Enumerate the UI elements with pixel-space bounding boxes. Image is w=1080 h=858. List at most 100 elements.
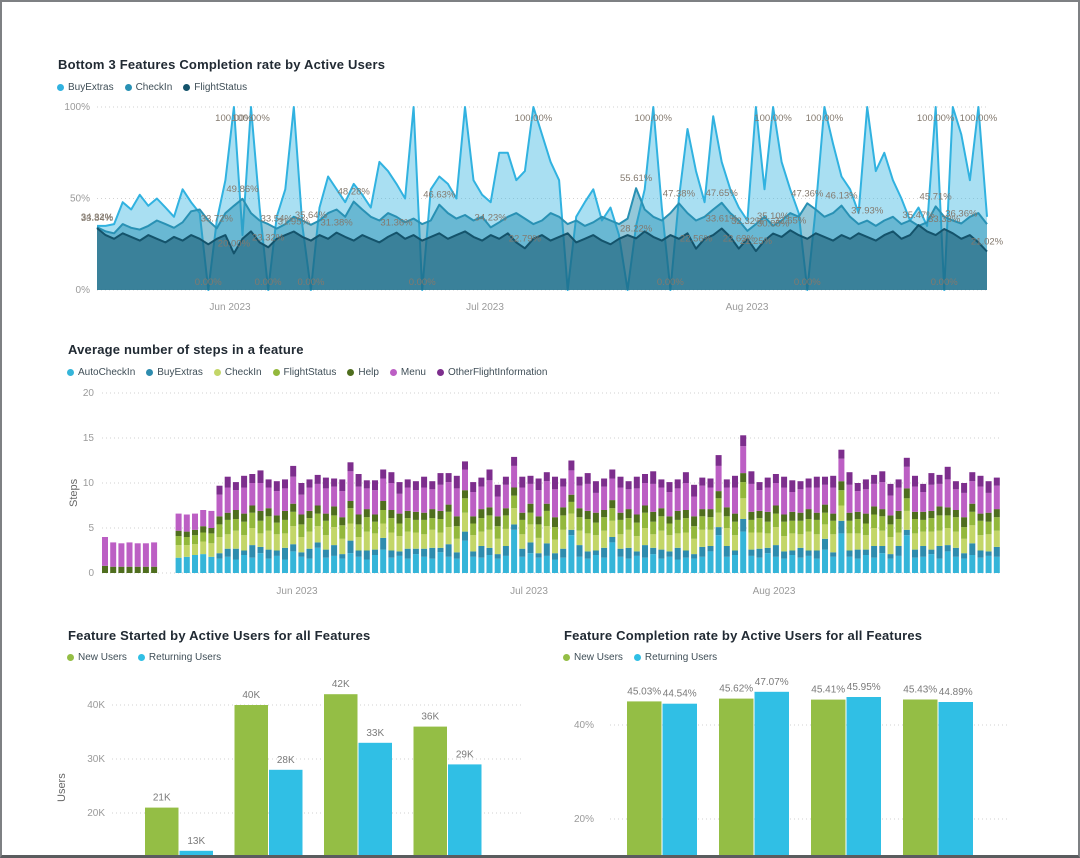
bar-segment-flightstatus[interactable]: [928, 518, 935, 532]
bar-segment-checkin[interactable]: [437, 532, 444, 548]
bar-segment-flightstatus[interactable]: [592, 522, 599, 536]
bar-segment-flightstatus[interactable]: [642, 512, 648, 528]
bar-segment-flightstatus[interactable]: [502, 515, 509, 529]
bar-segment-buyextras[interactable]: [232, 548, 239, 560]
bar-segment-menu[interactable]: [396, 493, 403, 514]
bar-segment-autocheckin[interactable]: [772, 556, 779, 573]
bar-segment-menu[interactable]: [887, 495, 894, 516]
bar-segment-help[interactable]: [347, 501, 354, 509]
bar-segment-autocheckin[interactable]: [936, 558, 943, 573]
bar-segment-flightstatus[interactable]: [421, 519, 428, 535]
bar-segment-checkin[interactable]: [830, 534, 837, 553]
bar-segment-checkin[interactable]: [380, 523, 387, 538]
bar-segment-menu[interactable]: [445, 482, 452, 505]
bar-segment-menu[interactable]: [789, 492, 796, 512]
bar-segment-menu[interactable]: [879, 482, 886, 510]
bar-segment-otherflightinformation[interactable]: [502, 476, 509, 485]
bar-segment-flightstatus[interactable]: [674, 519, 681, 534]
bar-segment-autocheckin[interactable]: [224, 556, 231, 573]
bar-segment-help[interactable]: [748, 511, 755, 520]
bar-segment-menu[interactable]: [985, 492, 992, 513]
bar-returning-users[interactable]: [358, 742, 393, 858]
bar-segment-otherflightinformation[interactable]: [519, 476, 526, 488]
bar-segment-otherflightinformation[interactable]: [592, 481, 599, 493]
bar-segment-buyextras[interactable]: [576, 545, 583, 557]
bar-segment-flightstatus[interactable]: [912, 519, 918, 534]
bar-segment-buyextras[interactable]: [527, 542, 534, 554]
bar-segment-flightstatus[interactable]: [453, 526, 460, 539]
bar-segment-otherflightinformation[interactable]: [707, 478, 714, 488]
bar-segment-autocheckin[interactable]: [494, 558, 501, 573]
bar-segment-otherflightinformation[interactable]: [290, 465, 297, 477]
bar-segment-flightstatus[interactable]: [388, 518, 395, 533]
bar-segment-autocheckin[interactable]: [813, 558, 820, 573]
legend-item-flightstatus[interactable]: FlightStatus: [272, 367, 336, 378]
bar-segment-autocheckin[interactable]: [903, 535, 910, 573]
area-line-buyextras[interactable]: [97, 106, 988, 291]
bar-segment-otherflightinformation[interactable]: [453, 475, 460, 489]
bar-segment-otherflightinformation[interactable]: [813, 476, 820, 488]
bar-segment-checkin[interactable]: [257, 533, 264, 547]
bar-segment-help[interactable]: [331, 506, 338, 516]
bar-segment-menu[interactable]: [707, 487, 714, 510]
bar-segment-help[interactable]: [126, 566, 133, 573]
bar-segment-flightstatus[interactable]: [682, 518, 689, 533]
bar-segment-flightstatus[interactable]: [985, 521, 992, 535]
bar-segment-buyextras[interactable]: [879, 546, 886, 554]
bar-segment-flightstatus[interactable]: [437, 519, 444, 533]
bar-segment-autocheckin[interactable]: [478, 557, 485, 573]
bar-segment-otherflightinformation[interactable]: [928, 473, 935, 485]
bar-segment-checkin[interactable]: [936, 530, 943, 546]
bar-segment-flightstatus[interactable]: [241, 521, 248, 536]
bar-segment-menu[interactable]: [903, 466, 910, 489]
bar-segment-otherflightinformation[interactable]: [952, 481, 959, 490]
bar-segment-help[interactable]: [175, 530, 182, 537]
bar-segment-otherflightinformation[interactable]: [944, 466, 951, 480]
bar-segment-help[interactable]: [936, 506, 943, 516]
bar-segment-help[interactable]: [838, 481, 845, 491]
bar-segment-autocheckin[interactable]: [633, 555, 640, 573]
bar-segment-buyextras[interactable]: [666, 551, 673, 557]
bar-segment-help[interactable]: [142, 566, 149, 573]
bar-segment-menu[interactable]: [224, 487, 231, 513]
bar-segment-buyextras[interactable]: [617, 548, 624, 557]
bar-segment-menu[interactable]: [977, 486, 984, 514]
bar-segment-autocheckin[interactable]: [609, 542, 616, 573]
bar-segment-menu[interactable]: [822, 484, 828, 505]
bar-segment-buyextras[interactable]: [224, 548, 231, 557]
bar-segment-flightstatus[interactable]: [265, 516, 272, 531]
bar-segment-help[interactable]: [666, 516, 673, 524]
bar-segment-flightstatus[interactable]: [822, 512, 828, 525]
bar-segment-help[interactable]: [854, 511, 861, 519]
legend-item-buyextras[interactable]: BuyExtras: [57, 82, 114, 93]
bar-segment-buyextras[interactable]: [936, 546, 943, 559]
bar-segment-help[interactable]: [797, 512, 804, 521]
bar-segment-otherflightinformation[interactable]: [380, 469, 387, 479]
bar-segment-buyextras[interactable]: [273, 550, 280, 556]
bar-segment-help[interactable]: [952, 510, 959, 518]
bar-segment-autocheckin[interactable]: [592, 555, 599, 573]
bar-segment-autocheckin[interactable]: [527, 553, 534, 573]
bar-segment-menu[interactable]: [388, 483, 395, 510]
bar-segment-help[interactable]: [380, 501, 387, 510]
bar-segment-menu[interactable]: [993, 485, 1000, 510]
bar-segment-checkin[interactable]: [560, 529, 567, 549]
bar-segment-otherflightinformation[interactable]: [912, 475, 918, 487]
bar-segment-help[interactable]: [584, 510, 591, 519]
bar-segment-otherflightinformation[interactable]: [421, 476, 428, 488]
bar-segment-help[interactable]: [805, 509, 812, 519]
bar-segment-buyextras[interactable]: [437, 547, 444, 553]
bar-segment-flightstatus[interactable]: [175, 536, 182, 546]
bar-segment-autocheckin[interactable]: [756, 557, 763, 573]
bar-segment-menu[interactable]: [650, 483, 657, 512]
bar-segment-menu[interactable]: [543, 481, 550, 504]
bar-segment-otherflightinformation[interactable]: [232, 482, 239, 491]
bar-segment-menu[interactable]: [952, 489, 959, 510]
bar-segment-flightstatus[interactable]: [944, 515, 951, 528]
bar-segment-flightstatus[interactable]: [952, 517, 959, 532]
bar-segment-checkin[interactable]: [871, 528, 878, 546]
bar-segment-help[interactable]: [650, 511, 657, 522]
bar-segment-checkin[interactable]: [347, 523, 354, 541]
bar-segment-buyextras[interactable]: [658, 549, 665, 559]
